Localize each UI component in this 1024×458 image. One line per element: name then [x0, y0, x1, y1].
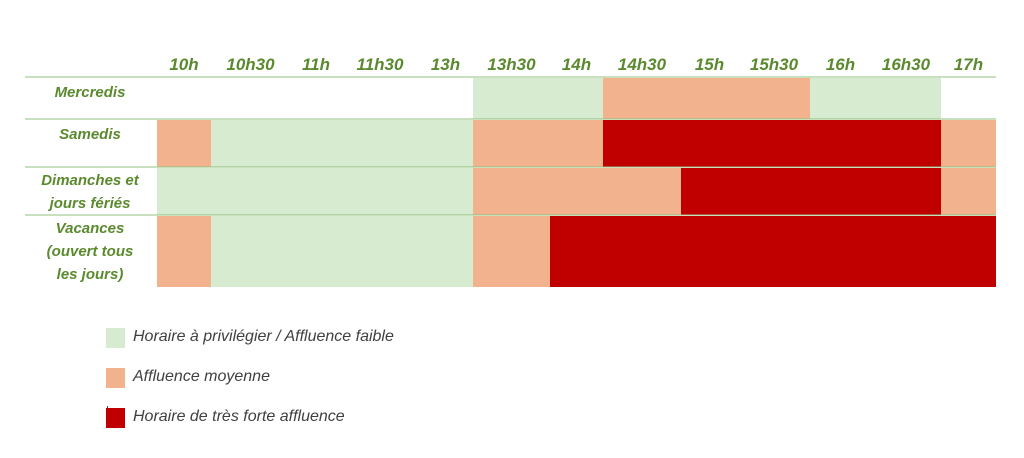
time-label: 10h: [169, 55, 198, 74]
cell-4-11h: [290, 216, 342, 287]
cell-3-16h: [810, 168, 871, 215]
cell-4-14h30: [603, 216, 681, 287]
legend-label-high: Horaire de très forte affluence: [133, 408, 345, 425]
cell-3-13h30: [473, 168, 550, 215]
cell-3-10h: [157, 168, 211, 215]
cell-3-14h30: [603, 168, 681, 215]
cell-2-13h30: [473, 120, 550, 167]
legend-swatch-low: [106, 328, 125, 348]
time-label: 14h30: [618, 55, 667, 74]
cell-3-15h30: [738, 168, 810, 215]
cell-2-11h: [290, 120, 342, 167]
cell-2-14h: [550, 120, 603, 167]
legend-swatch-high: [106, 408, 125, 428]
cell-4-15h: [681, 216, 738, 287]
cell-3-16h30: [871, 168, 941, 215]
cell-3-13h: [418, 168, 473, 215]
cell-2-10h: [157, 120, 211, 167]
row-label: (ouvert tous: [47, 243, 134, 260]
cell-2-15h30: [738, 120, 810, 167]
cell-4-15h30: [738, 216, 810, 287]
row-label: Vacances: [56, 220, 125, 237]
time-label: 15h: [695, 55, 724, 74]
cell-2-17h: [941, 120, 996, 167]
cell-2-15h: [681, 120, 738, 167]
legend-swatch-medium: [106, 368, 125, 388]
cell-4-16h30: [871, 216, 941, 287]
legend-item-high: Horaire de très forte affluence: [106, 406, 345, 430]
time-label: 13h30: [487, 55, 536, 74]
cell-3-14h: [550, 168, 603, 215]
time-label: 15h30: [750, 55, 799, 74]
time-label: 14h: [562, 55, 591, 74]
time-label: 11h: [302, 55, 330, 74]
cell-4-16h: [810, 216, 871, 287]
cell-4-11h30: [342, 216, 418, 287]
legend-label-medium: Affluence moyenne: [133, 368, 270, 385]
cell-2-16h30: [871, 120, 941, 167]
cell-4-13h30: [473, 216, 550, 287]
legend-item-low: Horaire à privilégier / Affluence faible: [106, 326, 394, 350]
cell-2-10h30: [211, 120, 290, 167]
cell-3-10h30: [211, 168, 290, 215]
cell-1-14h: [550, 78, 603, 119]
cell-2-13h: [418, 120, 473, 167]
row-label: jours fériés: [48, 195, 131, 212]
cell-2-11h30: [342, 120, 418, 167]
attendance-chart: 10h 10h30 11h 11h30 13h 13h30 14h 14h30 15h 15h30…: [25, 55, 996, 287]
legend-label-low: Horaire à privilégier / Affluence faible: [133, 328, 394, 345]
cell-3-11h30: [342, 168, 418, 215]
cell-1-15h: [681, 78, 738, 119]
time-label: 11h30: [357, 55, 404, 74]
time-label: 16h: [826, 55, 855, 74]
cell-1-13h30: [473, 78, 550, 119]
row-label: Samedis: [59, 126, 121, 143]
cell-4-13h: [418, 216, 473, 287]
cell-3-17h: [941, 168, 996, 215]
row-label: Mercredis: [55, 84, 126, 101]
cell-4-10h30: [211, 216, 290, 287]
cell-2-16h: [810, 120, 871, 167]
cell-1-16h30: [871, 78, 941, 119]
time-label: 13h: [431, 55, 460, 74]
time-label: 16h30: [882, 55, 931, 74]
cell-3-11h: [290, 168, 342, 215]
cell-2-14h30: [603, 120, 681, 167]
cell-4-14h: [550, 216, 603, 287]
cell-3-15h: [681, 168, 738, 215]
time-label: 17h: [954, 55, 983, 74]
cell-1-14h30: [603, 78, 681, 119]
legend-item-medium: Affluence moyenne: [106, 366, 270, 390]
legend: Horaire à privilégier / Affluence faible…: [106, 326, 394, 446]
cell-1-15h30: [738, 78, 810, 119]
cell-4-17h: [941, 216, 996, 287]
time-label: 10h30: [226, 55, 275, 74]
row-label: les jours): [57, 266, 124, 283]
row-label: Dimanches et: [41, 172, 140, 189]
cell-4-10h: [157, 216, 211, 287]
cell-1-16h: [810, 78, 871, 119]
